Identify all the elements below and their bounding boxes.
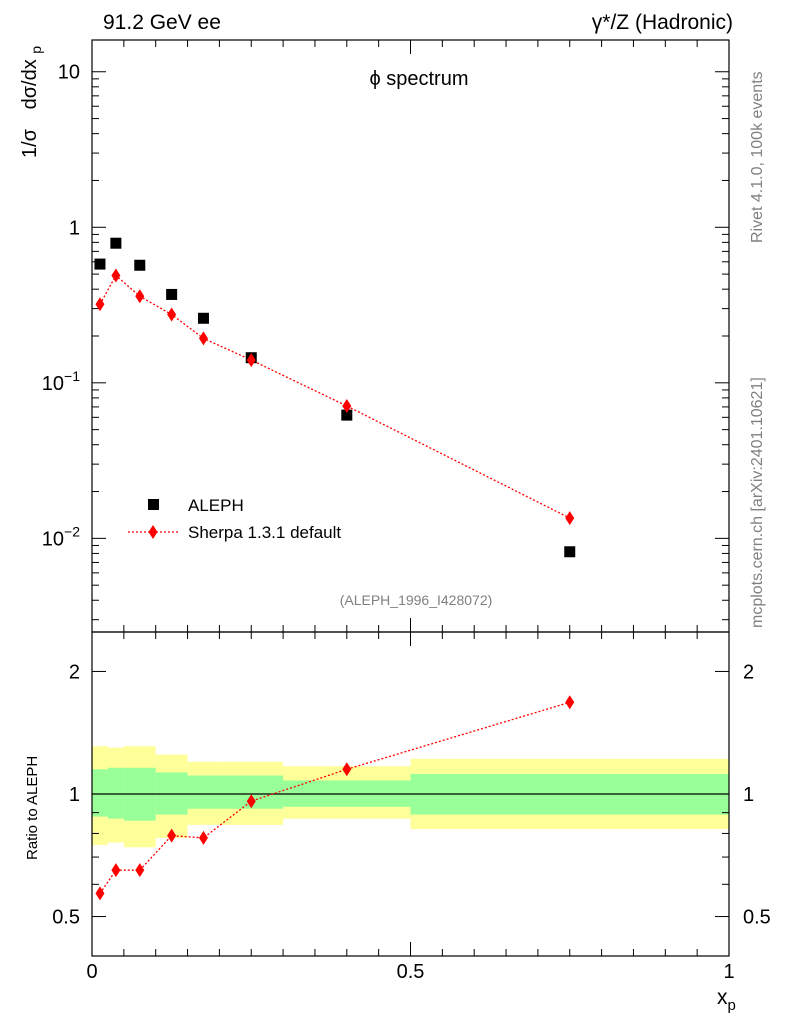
header-right: γ*/Z (Hadronic) (592, 11, 733, 34)
x-tick-label: 1 (723, 961, 734, 983)
analysis-tag: (ALEPH_1996_I428072) (340, 592, 493, 608)
ratio-mc-points (95, 695, 575, 901)
y-tick-label: 10−1 (42, 368, 80, 395)
y-tick-label: 1 (69, 217, 80, 239)
legend-mc-label: Sherpa 1.3.1 default (188, 523, 341, 542)
x-tick-label: 0 (86, 961, 97, 983)
mc-point (342, 398, 352, 413)
mc-line-path (99, 274, 571, 519)
mc-points (95, 268, 575, 526)
ratio-y-tick-labels: 0.5 0.5 1 1 2 2 (52, 661, 771, 928)
mc-point (135, 289, 145, 304)
inner-band (107, 767, 124, 819)
main-panel: 10−2 10−1 1 10 ϕ spectrum (ALEPH_1996_I4280… (19, 39, 730, 633)
ratio-panel-ticks (91, 632, 730, 957)
svg-text:1/σ dσ/dx p: 1/σ dσ/dx p (19, 46, 44, 158)
legend-data-marker (148, 499, 159, 510)
ratio-point (342, 762, 352, 777)
data-point (94, 258, 106, 270)
header-left: 91.2 GeV ee (103, 11, 221, 34)
y-tick-label: 10−2 (42, 523, 80, 550)
ratio-bands (92, 746, 729, 848)
legend-mc-marker (148, 525, 158, 539)
ratio-y-tick-label-left: 2 (69, 661, 80, 683)
data-point (564, 546, 576, 558)
mc-point (246, 353, 256, 368)
chart-title: ϕ spectrum (369, 68, 468, 90)
rivet-label: Rivet 4.1.0, 100k events (749, 71, 766, 243)
mc-point (95, 297, 105, 312)
data-point (166, 288, 178, 300)
ratio-point (95, 886, 105, 901)
main-y-tick-labels: 10−2 10−1 1 10 (42, 62, 80, 551)
ratio-panel: 0.5 0.51 12 2 0 0.5 1 Ratio to ALEPH xp (24, 631, 771, 1014)
mc-point (111, 268, 121, 283)
y-title-main: dσ/dx (19, 59, 41, 109)
data-points (94, 237, 576, 558)
ratio-y-tick-label-right: 2 (743, 661, 754, 683)
ratio-point (246, 794, 256, 809)
mc-line (99, 274, 571, 519)
legend: ALEPH Sherpa 1.3.1 default (128, 496, 341, 542)
x-tick-label: 0.5 (397, 961, 425, 983)
main-panel-frame (91, 39, 730, 633)
data-point (341, 409, 353, 421)
ratio-y-tick-label-right: 0.5 (743, 907, 771, 929)
ratio-y-tick-label-left: 0.5 (52, 907, 80, 929)
mcplots-label: mcplots.cern.ch [arXiv:2401.10621] (749, 377, 766, 628)
x-axis-title: xp (717, 986, 736, 1014)
mc-point (565, 511, 575, 526)
data-point (110, 237, 122, 249)
mc-point (167, 307, 177, 322)
ratio-point (135, 863, 145, 878)
mc-point (198, 331, 208, 346)
main-panel-ticks (91, 40, 730, 632)
ratio-point (167, 828, 177, 843)
data-point (134, 259, 146, 271)
main-y-axis-title: 1/σ dσ/dx p (19, 46, 44, 158)
inner-band (187, 775, 220, 809)
legend-data-label: ALEPH (188, 496, 244, 515)
y-tick-label: 10 (58, 62, 80, 84)
ratio-point (565, 695, 575, 710)
ratio-y-tick-label-right: 1 (743, 784, 754, 806)
data-point (197, 312, 209, 324)
ratio-point (198, 830, 208, 845)
ratio-y-tick-label-left: 1 (69, 784, 80, 806)
inner-band (92, 769, 108, 817)
y-title-prefix: 1/σ (19, 128, 41, 158)
y-title-sub: p (28, 46, 44, 54)
ratio-point (111, 863, 121, 878)
x-tick-labels: 0 0.5 1 (86, 961, 734, 983)
ratio-y-axis-title: Ratio to ALEPH (24, 756, 41, 860)
